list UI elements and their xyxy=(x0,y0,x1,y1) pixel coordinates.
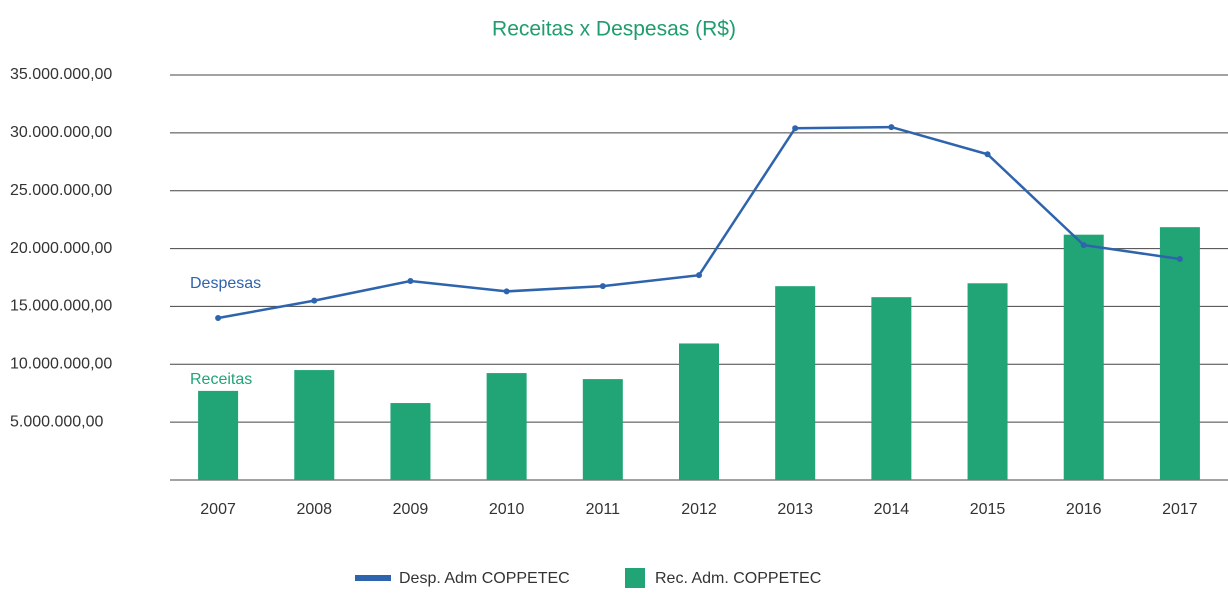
line xyxy=(217,125,1181,320)
x-tick-label: 2010 xyxy=(489,501,525,518)
x-tick-label: 2011 xyxy=(586,501,621,518)
y-tick-label: 5.000.000,00 xyxy=(10,413,104,430)
bar xyxy=(775,286,816,480)
annotation: Despesas xyxy=(190,275,261,292)
annotation: Receitas xyxy=(190,371,252,388)
bar xyxy=(967,283,1008,480)
y-tick-label: 20.000.000,00 xyxy=(10,240,112,257)
chart-title: Receitas x Despesas (R$) xyxy=(492,18,736,41)
point xyxy=(503,288,510,295)
y-tick-label: 35.000.000,00 xyxy=(10,66,112,83)
y-tick-label: 15.000.000,00 xyxy=(10,298,112,315)
x-tick-label: 2007 xyxy=(200,501,236,518)
y-tick-label: 25.000.000,00 xyxy=(10,182,112,199)
x-tick-label: 2012 xyxy=(681,501,717,518)
point xyxy=(599,283,606,290)
legend-swatch xyxy=(355,575,391,581)
point xyxy=(792,125,799,132)
point xyxy=(696,272,702,279)
bar xyxy=(294,370,335,480)
point xyxy=(1176,255,1183,262)
x-tick-label: 2015 xyxy=(970,501,1006,518)
y-tick-label: 10.000.000,00 xyxy=(10,356,112,373)
x-tick-label: 2017 xyxy=(1162,501,1198,518)
point xyxy=(1080,242,1087,249)
x-tick-label: 2008 xyxy=(296,501,332,518)
point xyxy=(407,277,414,284)
bar xyxy=(679,343,719,480)
point xyxy=(984,151,991,158)
bar xyxy=(871,297,912,480)
legend-label: Desp. Adm COPPETEC xyxy=(399,570,570,587)
bar xyxy=(582,379,623,480)
x-tick-label: 2013 xyxy=(777,501,813,518)
legend-label: Rec. Adm. COPPETEC xyxy=(655,570,821,587)
point xyxy=(888,124,895,131)
point xyxy=(311,297,318,304)
point xyxy=(215,315,222,321)
y-tick-label: 30.000.000,00 xyxy=(10,124,112,141)
x-tick-label: 2014 xyxy=(874,501,910,518)
legend-swatch xyxy=(625,568,645,588)
bar xyxy=(486,373,527,480)
bar xyxy=(390,403,431,480)
bar xyxy=(1063,234,1104,480)
bar xyxy=(1159,227,1200,480)
x-tick-label: 2016 xyxy=(1066,501,1102,518)
bar xyxy=(198,390,239,480)
x-tick-label: 2009 xyxy=(393,501,429,518)
